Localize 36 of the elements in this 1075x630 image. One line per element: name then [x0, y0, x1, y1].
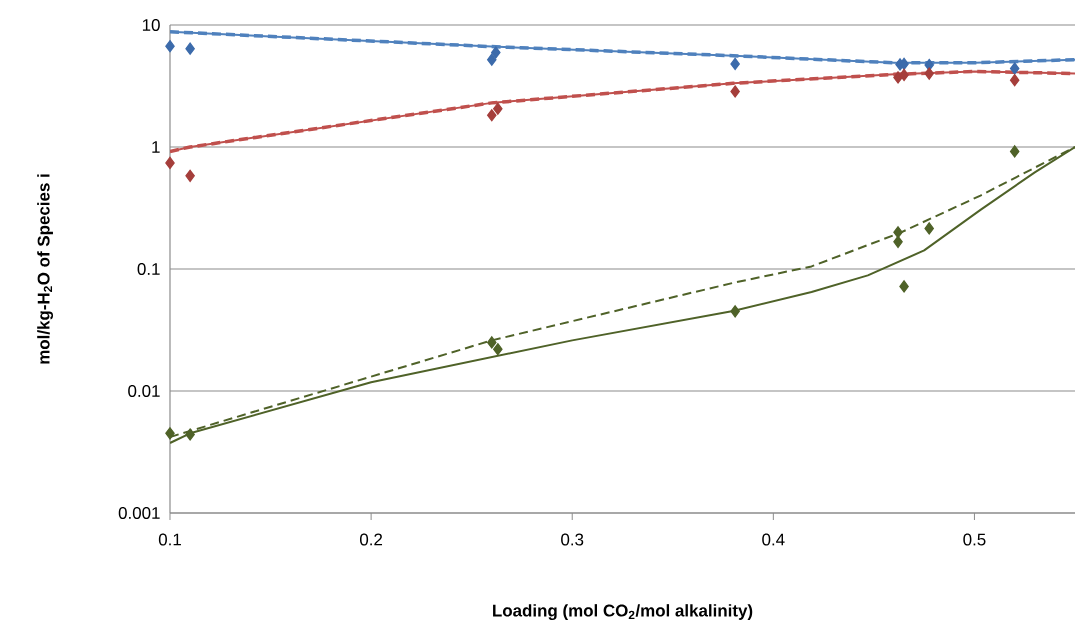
x-tick-label: 0.5 [963, 533, 986, 546]
point [730, 57, 740, 71]
y-tick-label: 10 [142, 19, 160, 31]
point [1009, 145, 1020, 158]
point [899, 280, 909, 293]
point [487, 53, 497, 66]
point [493, 102, 503, 115]
point [165, 40, 175, 53]
x-tick-label: 0.3 [561, 533, 584, 546]
point [487, 109, 497, 122]
x-tick-label: 0.1 [158, 533, 181, 546]
point [487, 336, 497, 349]
y-tick-label: 0.01 [128, 385, 160, 398]
point [924, 67, 934, 80]
point [899, 68, 909, 82]
point [165, 156, 175, 170]
point [185, 169, 195, 183]
point [185, 428, 195, 441]
point [1009, 74, 1020, 87]
point [730, 305, 740, 318]
point [185, 42, 195, 55]
point [1009, 62, 1020, 75]
y-axis-title: mol/kg-H$_{2}$O of Species i [37, 174, 54, 364]
point [893, 71, 903, 84]
y-tick-label: 0.1 [137, 263, 160, 275]
y-tick-label: 0.001 [118, 507, 160, 520]
point [893, 235, 903, 248]
point [493, 343, 503, 356]
x-axis-title: Loading (mol CO$_{2}$/mol alkalinity) [493, 604, 753, 621]
y-tick-label: 1 [152, 141, 160, 153]
x-tick-label: 0.2 [360, 533, 383, 546]
point [165, 427, 175, 440]
point [924, 222, 934, 235]
x-tick-label: 0.4 [762, 533, 785, 546]
point [730, 85, 740, 98]
point [491, 46, 501, 59]
